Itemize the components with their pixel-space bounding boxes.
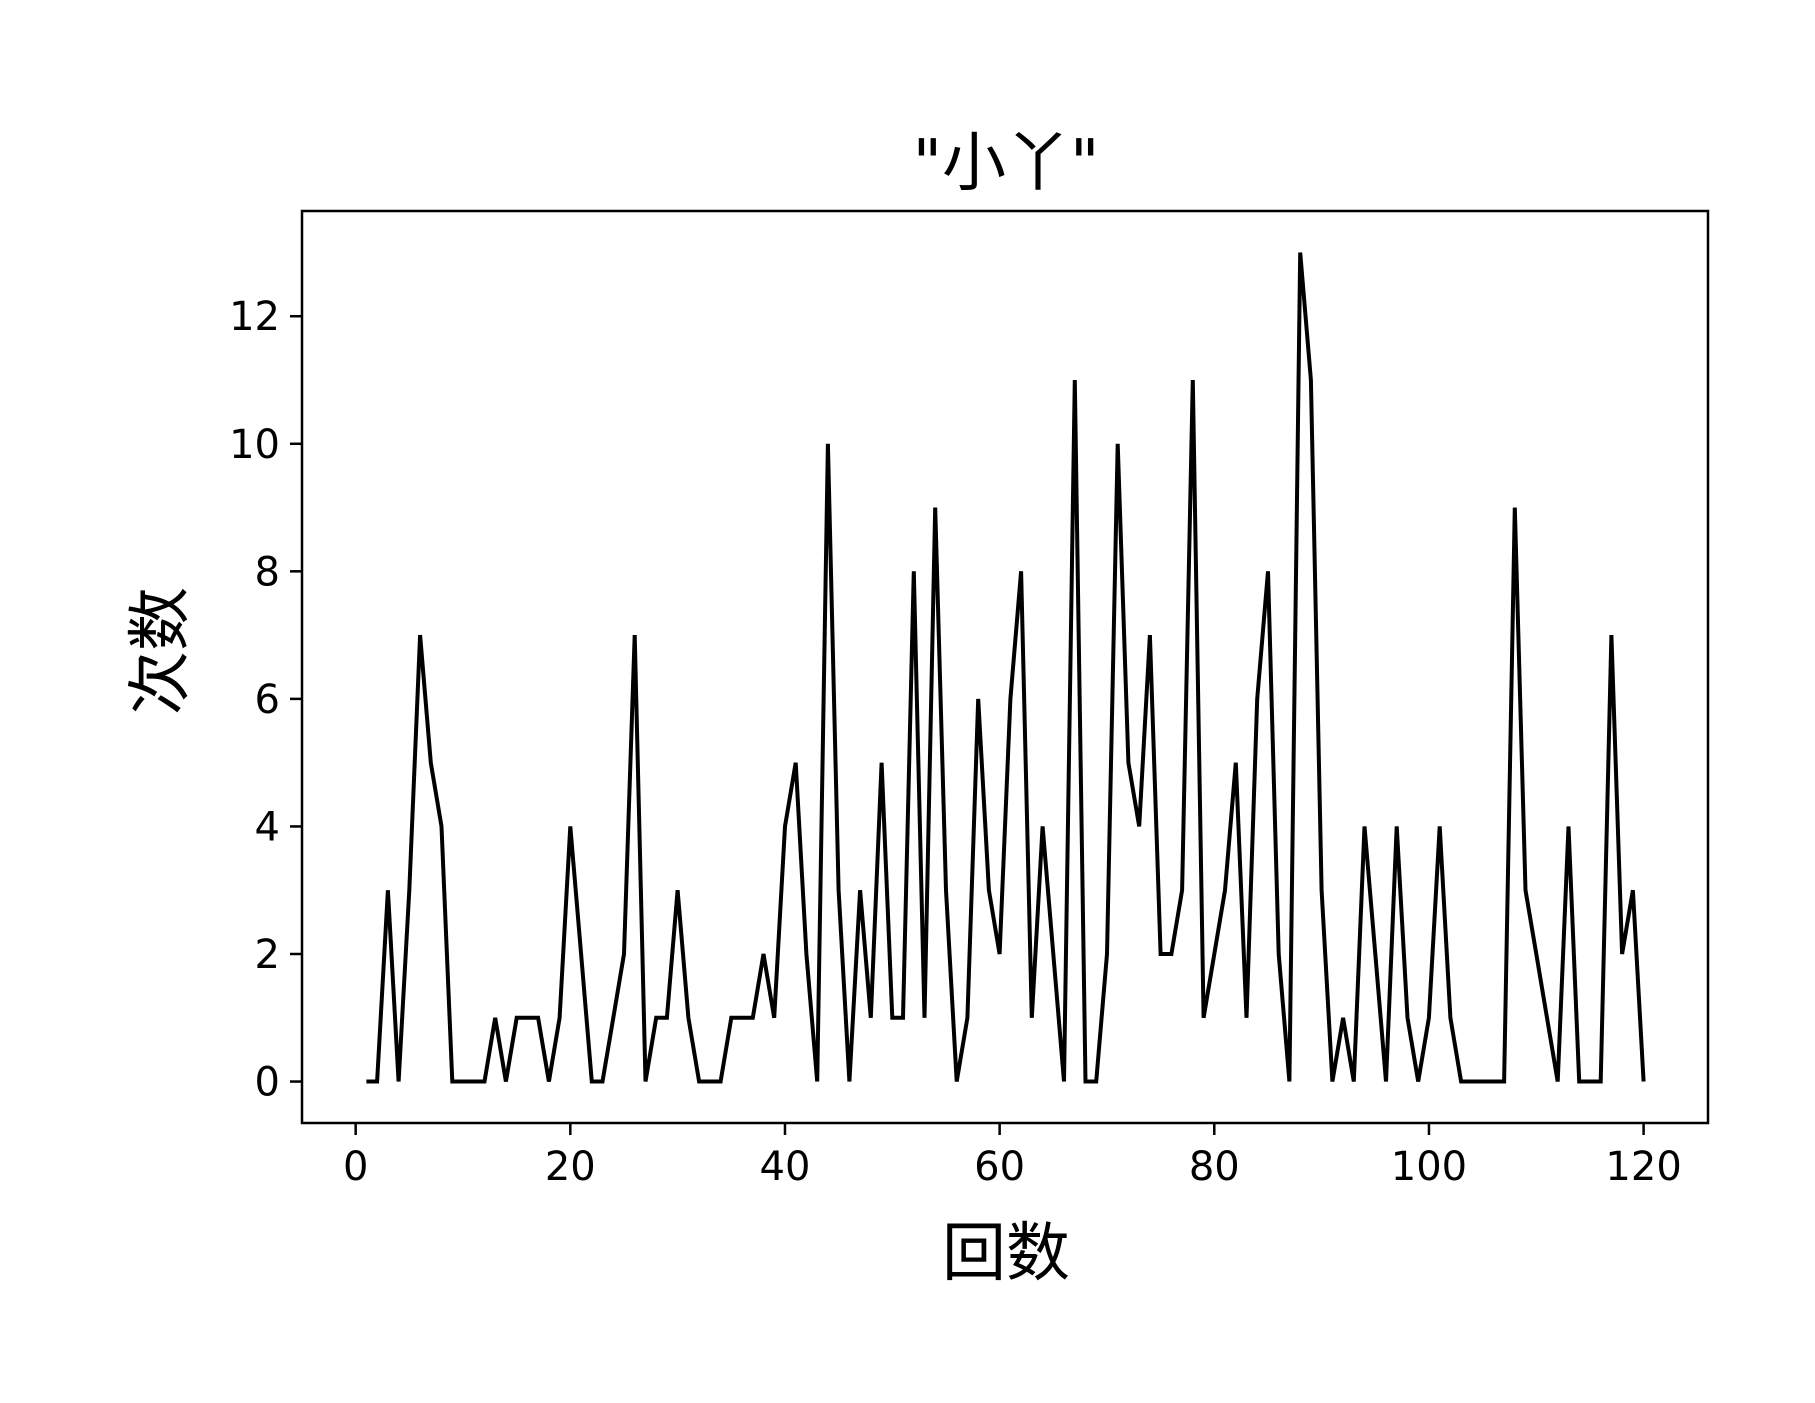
y-tick-label: 4	[255, 804, 280, 850]
x-tick-label: 100	[1391, 1144, 1467, 1190]
y-tick-label: 6	[255, 677, 280, 723]
y-tick-label: 12	[229, 294, 280, 340]
plot-frame	[300, 209, 1710, 1125]
x-axis-title: 回数	[942, 1217, 1070, 1291]
x-tick-label: 80	[1189, 1144, 1240, 1190]
x-tick-label: 0	[343, 1144, 368, 1190]
y-tick-label: 2	[255, 932, 280, 978]
y-tick-label: 0	[255, 1060, 280, 1106]
x-tick-label: 40	[760, 1144, 811, 1190]
x-tick-label: 120	[1605, 1144, 1681, 1190]
y-tick-label: 8	[255, 549, 280, 595]
x-axis: 0 20 40 60 80 100 120	[343, 1123, 1682, 1190]
x-tick-label: 60	[974, 1144, 1025, 1190]
y-axis: 0 2 4 6 8 10 12	[229, 294, 302, 1106]
y-axis-title: 次数	[124, 587, 198, 715]
chart-title: "小丫"	[913, 127, 1100, 201]
x-tick-label: 20	[545, 1144, 596, 1190]
y-tick-label: 10	[229, 422, 280, 468]
series-line	[366, 252, 1646, 1084]
plot-area	[366, 252, 1646, 1084]
